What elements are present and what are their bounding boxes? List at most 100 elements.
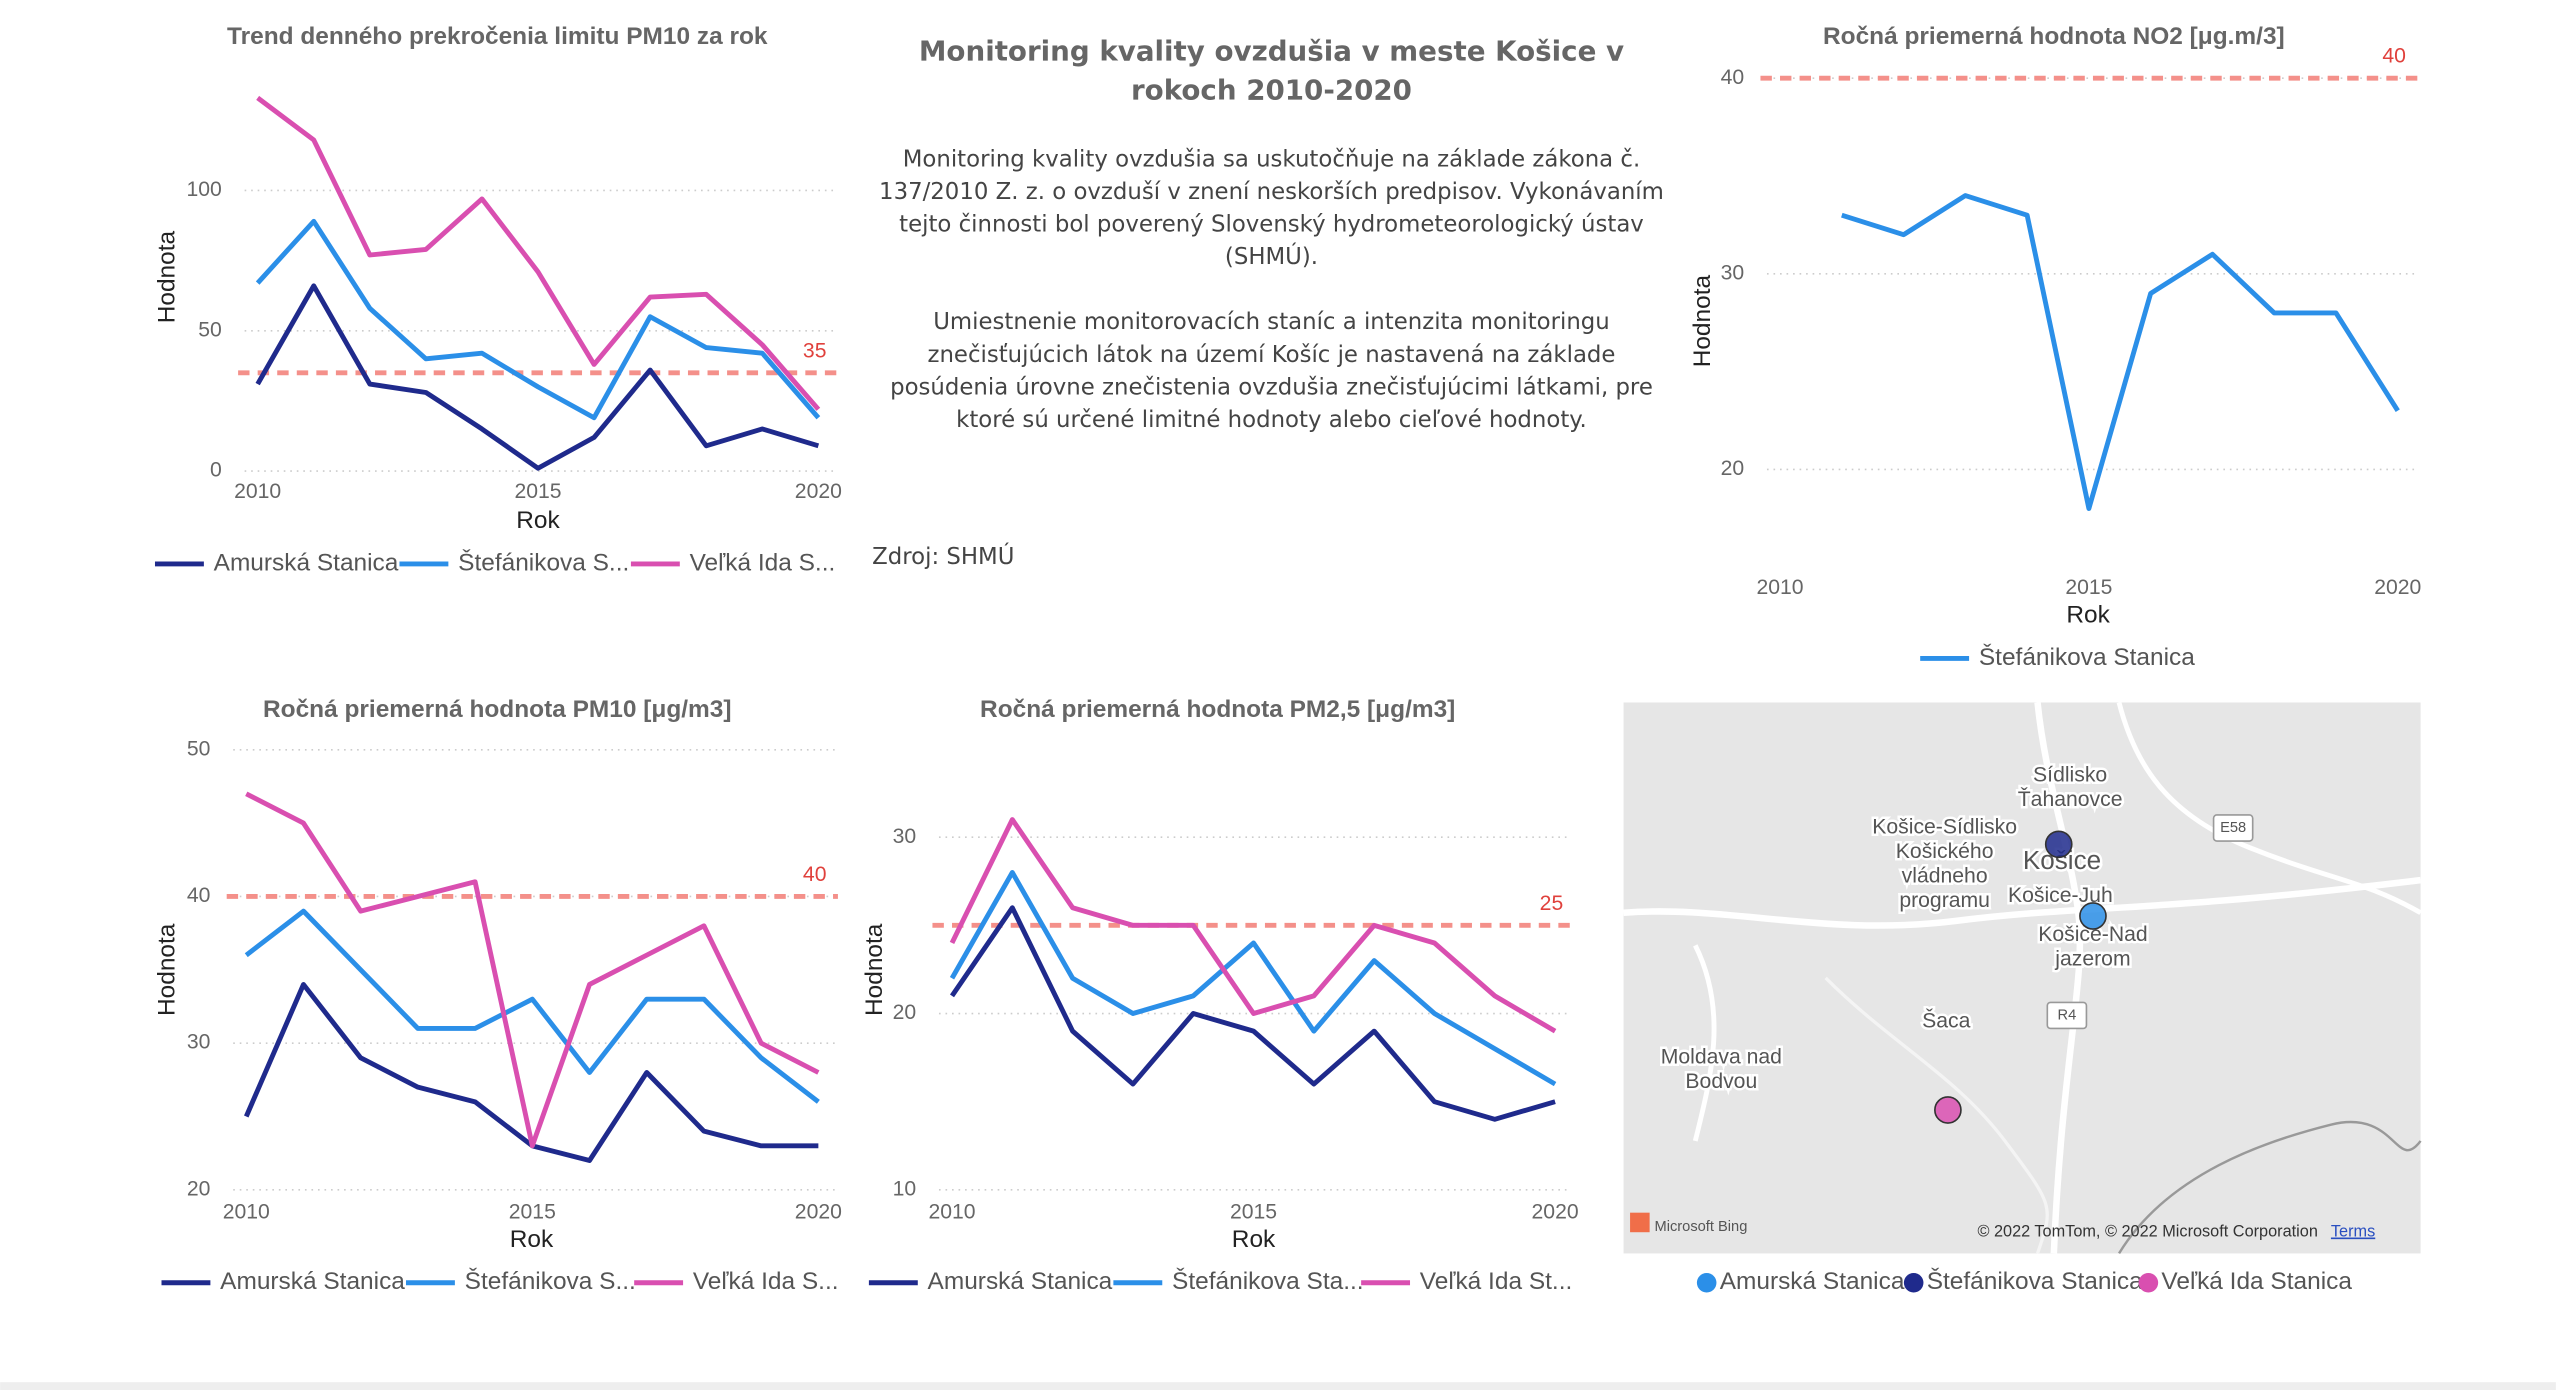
bottom-bar [0,1382,2556,1390]
x-axis-label: Rok [2066,602,2110,629]
y-tick-label: 20 [1721,457,1745,480]
text-panel: Monitoring kvality ovzdušia v meste Koši… [872,33,1671,579]
legend-label: Veľká Ida Stanica [2161,1268,2352,1295]
reference-label: 25 [1540,892,1564,915]
map-label: Moldava nad [1661,1045,1782,1068]
legend-label: Veľká Ida S... [690,549,836,576]
series-line [244,982,819,1163]
bing-logo [1630,1212,1650,1233]
series-line [949,870,1557,1087]
legend-label: Veľká Ida S... [693,1268,839,1295]
reference-label: 40 [803,863,827,886]
x-tick-label: 2010 [234,480,281,503]
map-label: E58 [2220,820,2246,836]
map-terms[interactable]: Terms [2331,1223,2375,1241]
x-tick-label: 2010 [1756,576,1803,599]
legend-label: Amurská Stanica [220,1268,405,1295]
y-tick-label: 20 [893,1001,917,1024]
x-tick-label: 2015 [1230,1200,1277,1223]
chart-title: Ročná priemerná hodnota NO2 [μg.m/3] [1823,23,2285,50]
y-tick-label: 30 [187,1031,211,1054]
y-tick-label: 40 [187,884,211,907]
x-tick-label: 2015 [509,1200,556,1223]
legend-label: Veľká Ida St... [1420,1268,1572,1295]
map-label: Sídlisko [2033,763,2107,786]
map-label: jazerom [2054,948,2130,971]
reference-label: 35 [803,339,827,362]
y-tick-label: 30 [893,825,917,848]
chart-title: Ročná priemerná hodnota PM2,5 [μg/m3] [980,696,1455,723]
x-tick-label: 2010 [928,1200,975,1223]
legend-marker [2138,1272,2159,1293]
y-tick-label: 40 [1721,66,1745,89]
legend-label: Amurská Stanica [1720,1268,1905,1295]
series-line [256,95,821,411]
map-provider: Microsoft Bing [1655,1219,1748,1235]
y-tick-label: 10 [893,1177,917,1200]
reference-label: 40 [2382,45,2406,68]
y-tick-label: 100 [186,178,221,201]
x-axis-label: Rok [516,507,560,534]
map-label: Košice-Juh [2008,884,2113,907]
legend-marker [1696,1272,1717,1293]
chart-title: Trend denného prekročenia limitu PM10 za… [227,23,768,50]
map-label: R4 [2058,1007,2077,1023]
road-badge [2046,1001,2088,1030]
x-tick-label: 2020 [1532,1200,1579,1223]
border [2117,1120,2422,1255]
y-tick-label: 50 [198,318,222,341]
series-line [255,283,820,471]
legend-label: Štefánikova Stanica [1979,643,2195,671]
chart: Ročná priemerná hodnota PM2,5 [μg/m3] 10 2… [861,696,1579,1295]
series-line [949,905,1556,1122]
legend-label: Štefánikova Stanica [1927,1267,2143,1295]
paragraph: Monitoring kvality ovzdušia sa uskutočňu… [879,146,1664,271]
y-axis-label: Hodnota [1689,274,1716,367]
source: Zdroj: SHMÚ [872,544,1015,571]
legend-label: Štefánikova S... [465,1267,636,1295]
road [1623,876,2421,929]
panel-title: Monitoring kvality ovzdušia v meste Koši… [918,35,1625,108]
x-tick-label: 2010 [223,1200,270,1223]
legend-marker [1903,1272,1924,1293]
map-background [1623,702,2421,1254]
road-badge [2212,814,2254,842]
map-label: programu [1899,889,1990,912]
x-tick-label: 2020 [795,1200,842,1223]
y-axis-label: Hodnota [153,230,180,323]
x-tick-label: 2015 [514,480,561,503]
map-label: Bodvou [1685,1070,1757,1093]
map-point [2079,902,2107,930]
map-point [2044,830,2073,859]
x-axis-label: Rok [510,1226,554,1253]
map-label: vládneho [1902,864,1988,887]
chart: Ročná priemerná hodnota PM10 [μg/m3] 20 30… [153,696,841,1295]
legend-label: Štefánikova Sta... [1172,1267,1364,1295]
chart: Trend denného prekročenia limitu PM10 za… [153,23,841,576]
chart-title: Ročná priemerná hodnota PM10 [μg/m3] [263,696,731,723]
map-label: Ťahanovce [2018,786,2123,811]
y-tick-label: 50 [187,737,211,760]
road [1824,976,2049,1254]
text-panel-body: Monitoring kvality ovzdušia v meste Koši… [872,33,1671,579]
y-tick-label: 20 [187,1177,211,1200]
series-line [949,817,1557,1034]
map-label: Košice-Sídlisko [1872,816,2017,839]
series-line [244,908,820,1104]
map-label: Šaca [1922,1008,1970,1033]
map-overlay: SídliskoŤahanovceKošice-SídliskoKošickéh… [1655,761,2376,1295]
road [2116,701,2422,915]
map-point [1934,1096,1962,1124]
legend-label: Amurská Stanica [928,1268,1113,1295]
paragraph: Umiestnenie monitorovacích staníc a inte… [890,309,1653,434]
series-line [245,791,820,1149]
series-line [255,218,821,421]
y-axis-label: Hodnota [861,923,888,1016]
x-tick-label: 2015 [2065,576,2112,599]
legend-label: Amurská Stanica [214,549,399,576]
road [1692,944,1717,1142]
legend-label: Štefánikova S... [458,548,629,576]
series-line [1841,193,2400,511]
